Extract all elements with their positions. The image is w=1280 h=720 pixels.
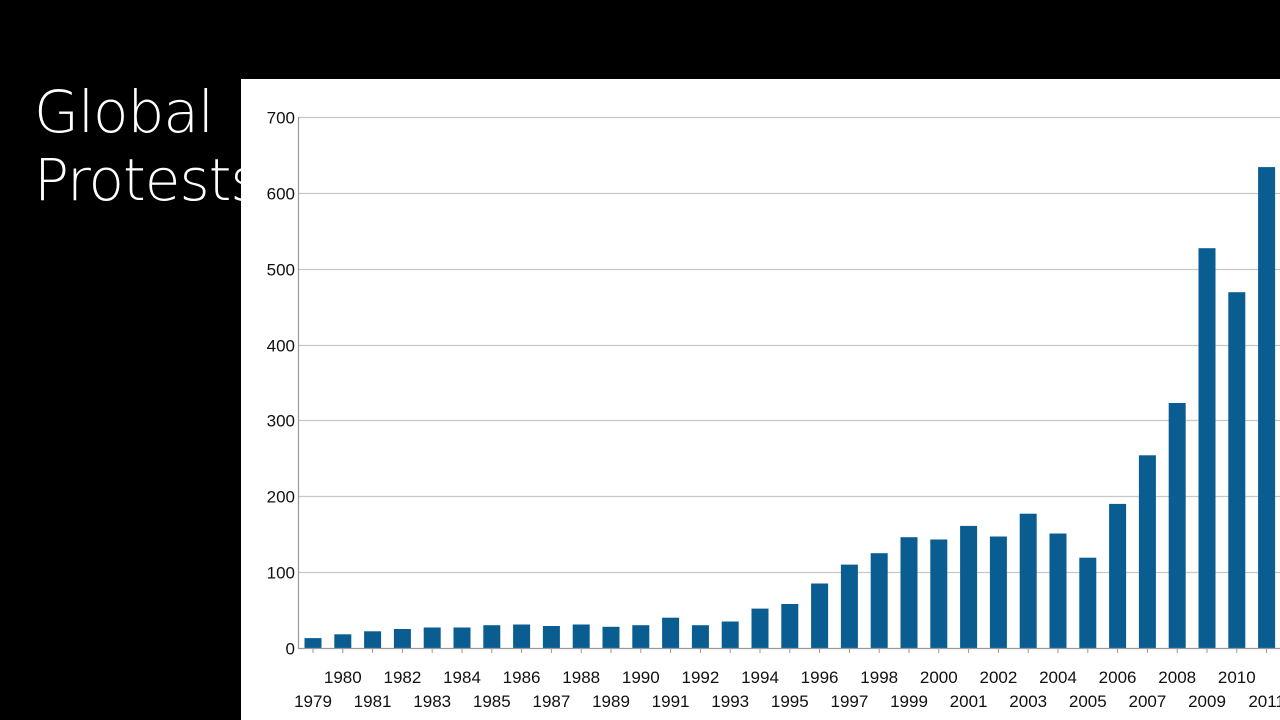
y-tick-label: 100 — [267, 564, 295, 583]
bar-2011 — [1258, 167, 1276, 648]
slide-title-line-1: Global — [34, 78, 214, 146]
y-tick-label: 400 — [267, 337, 295, 356]
bar-1997 — [840, 564, 858, 648]
x-tick-label: 1987 — [532, 692, 570, 711]
bar-2000 — [930, 539, 948, 648]
bar-1979 — [304, 638, 322, 648]
y-tick-label: 500 — [267, 261, 295, 280]
chart-panel: 0 100 200 300 400 500 600 700 1979 1980 1981 1982 1… — [241, 79, 1280, 720]
y-tick-labels: 0 100 200 300 400 500 600 700 — [267, 109, 295, 659]
x-tick-label: 1988 — [562, 668, 600, 687]
bar-1993 — [721, 621, 739, 648]
bar-1991 — [662, 617, 680, 648]
bar-2002 — [989, 536, 1007, 648]
bar-1998 — [870, 553, 888, 648]
x-tick-label: 2009 — [1188, 692, 1226, 711]
bar-1988 — [572, 624, 590, 648]
x-tick-label: 2001 — [950, 692, 988, 711]
bar-2007 — [1138, 455, 1156, 648]
bar-2009 — [1198, 248, 1216, 648]
x-tick-label: 1983 — [413, 692, 451, 711]
bar-1980 — [334, 634, 352, 648]
bar-1982 — [393, 629, 411, 648]
bar-1983 — [423, 627, 441, 648]
bar-1992 — [691, 625, 709, 648]
x-tick-label: 1992 — [681, 668, 719, 687]
bar-1985 — [483, 625, 501, 648]
slide-title: Global Protests — [34, 78, 261, 214]
bar-1989 — [602, 626, 620, 648]
x-tick-label: 1989 — [592, 692, 630, 711]
x-tick-label: 2006 — [1099, 668, 1137, 687]
x-tick-label: 1999 — [890, 692, 928, 711]
bar-1986 — [513, 624, 531, 648]
x-tick-label: 1979 — [294, 692, 332, 711]
bar-1984 — [453, 627, 471, 648]
x-tick-label: 1997 — [830, 692, 868, 711]
x-tick-label: 1995 — [771, 692, 809, 711]
x-tick-label: 2007 — [1128, 692, 1166, 711]
y-tick-label: 600 — [267, 185, 295, 204]
bar-1981 — [364, 631, 382, 648]
y-tick-label: 200 — [267, 488, 295, 507]
x-tick-label: 1985 — [473, 692, 511, 711]
x-tick-label: 1980 — [324, 668, 362, 687]
bar-2003 — [1019, 513, 1037, 648]
x-tick-label: 2000 — [920, 668, 958, 687]
x-tick-label: 1991 — [652, 692, 690, 711]
x-tick-label: 1994 — [741, 668, 779, 687]
x-tick-label: 2011 — [1248, 692, 1280, 711]
x-tick-label: 2010 — [1218, 668, 1256, 687]
bar-2005 — [1079, 557, 1097, 648]
y-tick-label: 300 — [267, 412, 295, 431]
x-tick-label: 1993 — [711, 692, 749, 711]
y-tick-label: 0 — [286, 640, 295, 659]
bar-1987 — [542, 626, 560, 648]
x-tick-label: 1998 — [860, 668, 898, 687]
x-tick-label: 1981 — [354, 692, 392, 711]
bars — [304, 167, 1276, 648]
x-tick-label: 1990 — [622, 668, 660, 687]
bar-2006 — [1109, 503, 1127, 648]
grid-lines — [298, 116, 1280, 574]
y-tick-label: 700 — [267, 109, 295, 128]
x-tick-label: 1982 — [383, 668, 421, 687]
x-tick-label: 2008 — [1158, 668, 1196, 687]
x-tick-label: 2005 — [1069, 692, 1107, 711]
bar-2008 — [1168, 403, 1186, 648]
bar-1999 — [900, 537, 918, 648]
slide-title-line-2: Protests — [34, 146, 261, 214]
bar-2001 — [960, 525, 978, 648]
x-tick-labels: 1979 1980 1981 1982 1983 1984 1985 1986 1987 1988… — [294, 668, 1280, 711]
bar-1996 — [811, 583, 829, 648]
bar-2010 — [1228, 292, 1246, 648]
x-tick-label: 1986 — [503, 668, 541, 687]
bar-1994 — [751, 608, 769, 648]
bar-2004 — [1049, 533, 1067, 648]
x-tick-label: 1996 — [801, 668, 839, 687]
axes — [297, 117, 1280, 653]
x-tick-label: 2004 — [1039, 668, 1077, 687]
x-tick-label: 1984 — [443, 668, 481, 687]
x-tick-label: 2003 — [1009, 692, 1047, 711]
bar-1990 — [632, 625, 650, 648]
bar-1995 — [781, 604, 799, 648]
x-tick-label: 2002 — [979, 668, 1017, 687]
